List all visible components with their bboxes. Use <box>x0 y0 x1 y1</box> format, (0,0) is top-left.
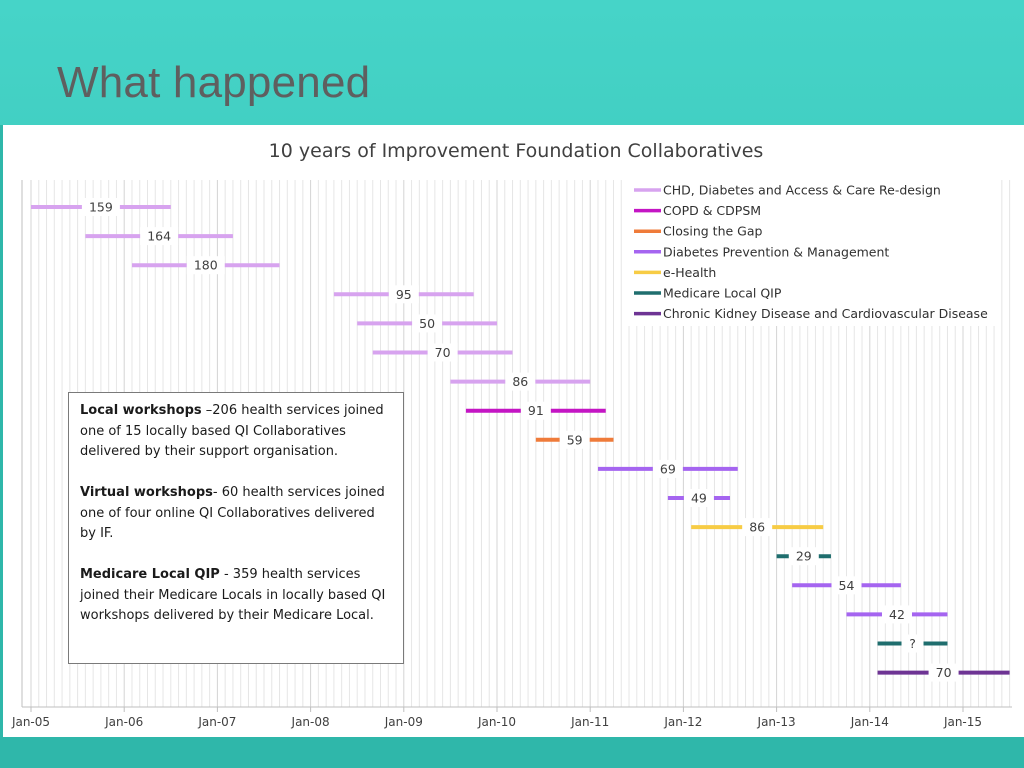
gantt-bar: 70 <box>372 343 513 362</box>
legend-label: Chronic Kidney Disease and Cardiovascula… <box>663 306 988 321</box>
legend-item: COPD & CDPSM <box>634 203 761 218</box>
annotation-text: - 60 health services joined one of four … <box>80 485 385 541</box>
legend-item: Diabetes Prevention & Management <box>634 244 889 259</box>
bar-label-bg <box>788 547 819 566</box>
bar-label: 86 <box>512 374 528 389</box>
slide-title: What happened <box>57 58 371 107</box>
bar-label-bg <box>81 198 120 216</box>
gantt-bar: 54 <box>792 576 901 595</box>
legend-label: Diabetes Prevention & Management <box>663 244 889 259</box>
legend-background <box>628 180 1000 326</box>
annotation-box: Local workshops –206 health services joi… <box>68 392 404 664</box>
x-tick-label: Jan-12 <box>663 715 702 729</box>
gantt-bar: 86 <box>450 372 591 391</box>
bar-label: ? <box>909 636 916 651</box>
x-tick-label: Jan-13 <box>757 715 796 729</box>
legend-item: Medicare Local QIP <box>634 286 782 301</box>
legend-label: Medicare Local QIP <box>663 286 782 301</box>
annotation-heading: Local workshops <box>80 403 202 418</box>
bar-label-bg <box>881 605 912 624</box>
bar-label: 49 <box>691 491 707 506</box>
gantt-bar: 29 <box>776 547 831 566</box>
legend-label: e-Health <box>663 265 716 280</box>
bar-label-bg <box>683 489 714 507</box>
bar-label-bg <box>388 285 419 304</box>
gantt-bar: 59 <box>535 430 614 449</box>
legend-item: Chronic Kidney Disease and Cardiovascula… <box>634 306 988 321</box>
bar-label-bg <box>652 459 683 478</box>
bar-label: 70 <box>435 345 451 360</box>
x-tick-label: Jan-07 <box>197 715 236 729</box>
gantt-bar: 86 <box>691 518 824 537</box>
panel-edge <box>0 125 3 737</box>
legend-item: CHD, Diabetes and Access & Care Re-desig… <box>634 183 941 198</box>
x-tick-label: Jan-08 <box>291 715 330 729</box>
bar-label: 91 <box>528 403 544 418</box>
bar-label-bg <box>505 372 536 391</box>
bar-label: 50 <box>419 316 435 331</box>
legend-label: COPD & CDPSM <box>663 203 761 218</box>
bar-label: 164 <box>147 229 171 244</box>
bar-label-bg <box>831 576 862 595</box>
x-tick-label: Jan-10 <box>477 715 516 729</box>
x-tick-label: Jan-14 <box>850 715 889 729</box>
bar-label: 70 <box>936 665 952 680</box>
gantt-bar: ? <box>877 634 948 653</box>
bar-label: 159 <box>89 200 113 215</box>
gantt-bar: 180 <box>131 256 280 275</box>
gantt-bar: 50 <box>357 314 497 333</box>
gantt-bar: 42 <box>846 605 948 624</box>
legend-label: CHD, Diabetes and Access & Care Re-desig… <box>663 183 941 198</box>
legend-label: Closing the Gap <box>663 224 762 239</box>
bar-label: 29 <box>796 549 812 564</box>
chart-title: 10 years of Improvement Foundation Colla… <box>269 140 764 162</box>
bar-label-bg <box>742 518 773 537</box>
annotation-heading: Virtual workshops <box>80 485 213 500</box>
bottom-band <box>0 737 1024 768</box>
annotation-text: –206 health services joined one of 15 lo… <box>80 403 384 459</box>
bar-label: 180 <box>194 258 218 273</box>
gantt-bar: 49 <box>667 489 730 507</box>
bar-label-bg <box>186 256 225 275</box>
x-tick-label: Jan-15 <box>943 715 982 729</box>
gantt-bar: 91 <box>465 401 606 420</box>
legend-item: Closing the Gap <box>634 224 762 239</box>
annotation-text: - 359 health services joined their Medic… <box>80 567 386 623</box>
gantt-bar: 70 <box>877 663 1010 682</box>
bar-label-bg <box>140 227 179 246</box>
annotation-item-virtual-workshops: Virtual workshops- 60 health services jo… <box>80 483 393 545</box>
gantt-bar: 159 <box>31 198 171 216</box>
gantt-bar: 69 <box>597 459 738 478</box>
bar-label: 59 <box>567 432 583 447</box>
legend-item: e-Health <box>634 265 716 280</box>
annotation-heading: Medicare Local QIP <box>80 567 220 582</box>
bar-label-bg <box>928 663 959 682</box>
bar-label: 54 <box>839 578 855 593</box>
bar-label: 95 <box>396 287 412 302</box>
x-tick-label: Jan-09 <box>384 715 423 729</box>
bar-label: 86 <box>749 520 765 535</box>
bar-label-bg <box>901 634 924 653</box>
x-tick-label: Jan-11 <box>570 715 609 729</box>
bar-label-bg <box>520 401 551 420</box>
x-tick-label: Jan-06 <box>104 715 143 729</box>
annotation-item-medicare-local-qip: Medicare Local QIP - 359 health services… <box>80 565 393 627</box>
bar-label-bg <box>412 314 443 333</box>
x-axis: Jan-05 Jan-06 Jan-07 Jan-08 Jan-09 Jan-10 Jan-… <box>11 707 982 729</box>
bar-label: 42 <box>889 607 905 622</box>
annotation-item-local-workshops: Local workshops –206 health services joi… <box>80 401 393 463</box>
x-tick-label: Jan-05 <box>11 715 50 729</box>
bar-label-bg <box>427 343 458 362</box>
gantt-bar: 95 <box>333 285 474 304</box>
bar-label: 69 <box>660 461 676 476</box>
bar-label-bg <box>559 430 590 449</box>
gantt-bar: 164 <box>85 227 233 246</box>
legend: CHD, Diabetes and Access & Care Re-desig… <box>628 180 1000 326</box>
